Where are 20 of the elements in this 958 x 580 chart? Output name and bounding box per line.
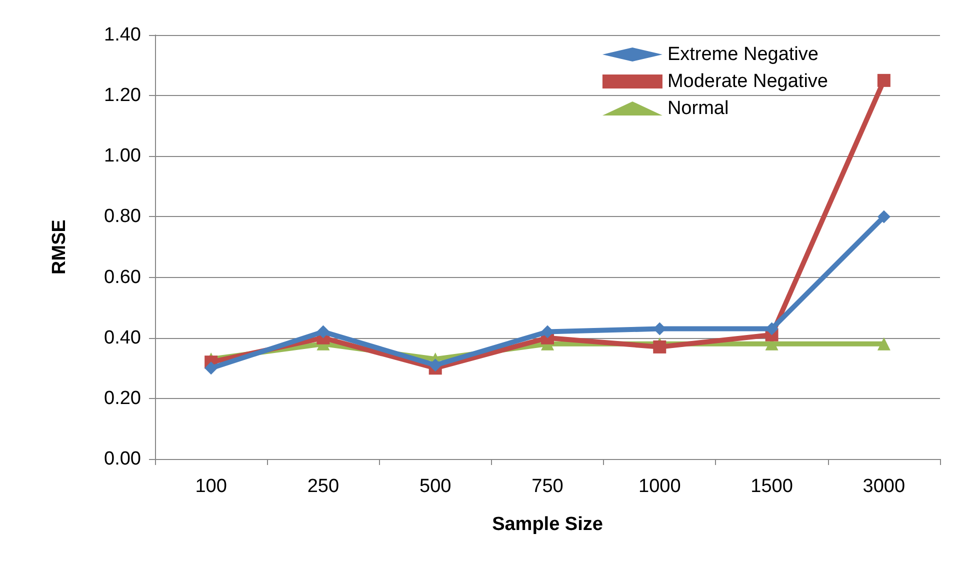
x-tick-label: 250 xyxy=(307,476,340,497)
legend-label: Normal xyxy=(667,98,729,119)
y-tick-label: 0.60 xyxy=(104,266,141,288)
y-tick-label: 0.40 xyxy=(104,327,141,348)
y-axis-title: RMSE xyxy=(49,220,70,274)
x-tick-label: 1500 xyxy=(750,476,793,497)
y-tick-label: 0.00 xyxy=(104,448,141,470)
legend-label: Extreme Negative xyxy=(667,44,818,65)
x-tick-label: 500 xyxy=(420,476,452,497)
y-tick-label: 1.00 xyxy=(104,146,141,167)
y-tick-label: 1.20 xyxy=(104,85,141,106)
y-tick-label: 0.80 xyxy=(104,206,141,228)
y-tick-label: 1.40 xyxy=(104,24,141,46)
x-tick-label: 3000 xyxy=(862,476,906,497)
x-tick-label: 750 xyxy=(532,476,564,497)
y-tick-label: 0.20 xyxy=(104,388,141,409)
legend-label: Moderate Negative xyxy=(667,71,828,92)
x-tick-label: 1000 xyxy=(638,476,681,497)
x-tick-label: 100 xyxy=(195,476,227,497)
x-axis-title: Sample Size xyxy=(492,514,603,535)
